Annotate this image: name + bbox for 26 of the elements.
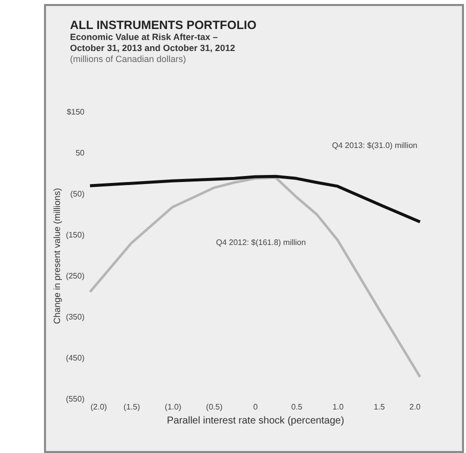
annotation: Q4 2012: $(161.8) million [216, 238, 306, 247]
text: (millions of Canadian dollars) [70, 54, 188, 64]
y-tick-label: (250) [66, 272, 85, 280]
y-tick-label: 50 [76, 148, 86, 158]
line-series [88, 176, 422, 378]
y-axis-title: Change in present value (millions) [52, 188, 62, 324]
chart-subtitle: Economic Value at Risk After-tax – October 31, 2013 and October 31, 2012 [70, 32, 236, 54]
y-tick-label: (350) [66, 312, 85, 322]
x-tick-label: 1.5 [374, 402, 386, 412]
x-axis-title: Parallel interest rate shock (percentage) [166, 416, 344, 426]
y-tick-label: (150) [66, 230, 85, 240]
x-tick-label: (1.5) [124, 402, 140, 412]
chart-title: ALL INSTRUMENTS PORTFOLIO [70, 18, 256, 32]
y-tick-label: (450) [66, 354, 85, 362]
x-tick-label: (0.5) [206, 402, 223, 412]
annotation: Q4 2013: $(31.0) million [332, 141, 418, 150]
x-tick-label: 2.0 [409, 402, 422, 412]
x-tick-label: 1.0 [332, 402, 344, 412]
y-tick-label: (550) [66, 394, 85, 404]
y-tick-label: (50) [70, 190, 85, 198]
y-tick-label: $150 [66, 108, 86, 116]
x-tick-label: (1.0) [164, 402, 182, 412]
x-tick-label: 0.5 [291, 402, 303, 412]
x-tick-label: 0 [253, 402, 258, 412]
x-tick-label: (2.0) [90, 402, 108, 412]
line-series [88, 174, 422, 224]
